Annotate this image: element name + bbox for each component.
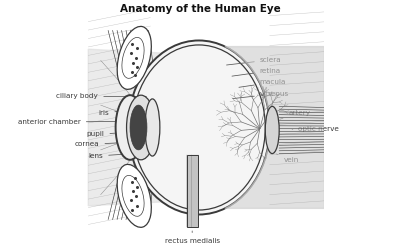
Text: lens: lens <box>88 152 150 159</box>
Text: anterior chamber: anterior chamber <box>18 119 142 125</box>
Text: pupil: pupil <box>86 132 142 138</box>
Bar <box>187 155 198 227</box>
Text: vitreous: vitreous <box>233 91 289 98</box>
Ellipse shape <box>126 95 155 160</box>
Text: sclera: sclera <box>226 57 282 65</box>
Ellipse shape <box>130 105 147 150</box>
Polygon shape <box>88 40 240 214</box>
Text: rectus medialis: rectus medialis <box>165 231 220 244</box>
Ellipse shape <box>128 40 270 214</box>
Text: Anatomy of the Human Eye: Anatomy of the Human Eye <box>120 4 280 15</box>
Text: iris: iris <box>99 108 146 116</box>
Text: macula: macula <box>239 79 286 87</box>
Ellipse shape <box>265 106 279 154</box>
Polygon shape <box>225 46 324 208</box>
Text: ciliary body: ciliary body <box>56 94 146 100</box>
Text: optic nerve: optic nerve <box>292 126 339 132</box>
Text: vein: vein <box>276 154 299 163</box>
Text: artery: artery <box>280 110 310 119</box>
Ellipse shape <box>116 95 144 160</box>
Text: retina: retina <box>232 68 281 76</box>
Ellipse shape <box>145 99 160 156</box>
Ellipse shape <box>117 164 151 227</box>
Ellipse shape <box>117 26 151 89</box>
Text: cornea: cornea <box>75 142 136 148</box>
